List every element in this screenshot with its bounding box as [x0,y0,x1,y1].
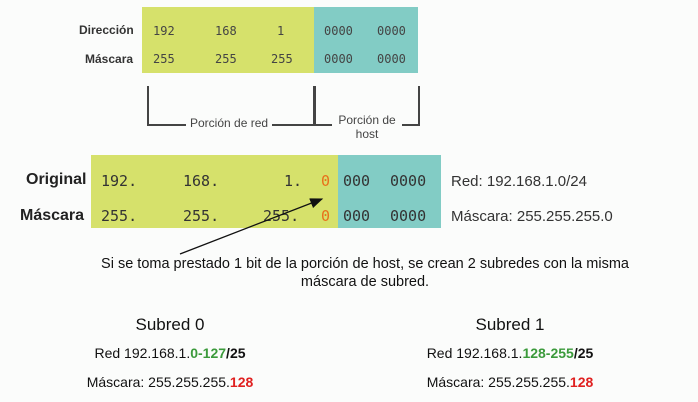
mid-row1-label: Original [26,171,87,188]
host-portion-label-line2: host [355,127,379,141]
top-row2-host1: 0000 [324,52,353,66]
mid-row1-octet3: 1. [284,172,303,190]
top-row1-label: Dirección [79,23,134,37]
mid-row2-host1: 000 [343,207,371,225]
mid-row1-host2: 0000 [390,172,427,190]
mid-row2-mask-info: Máscara: 255.255.255.0 [451,208,613,225]
borrow-note-line2: máscara de subred. [300,274,430,290]
subnet1-mask-last: 128 [569,374,594,390]
top-row1-octet3: 1 [277,24,285,38]
subnet0-cidr: 25 [229,345,246,361]
mid-table: Original Máscara 192. 168. 1. 0 000 0000… [0,150,698,232]
subnet1-slash: / [573,345,578,361]
borrow-note: Si se toma prestado 1 bit de la porción … [40,255,690,291]
subnet0-network-prefix: Red 192.168.1. [94,345,191,361]
subnet0-mask-last: 128 [229,374,254,390]
top-row1-host1: 0000 [324,24,353,38]
subnet1-mask: Máscara: 255.255.255.128 [360,374,660,390]
subnet0-title: Subred 0 [135,315,205,334]
subnet1-range: 128-255 [522,345,574,361]
top-host-portion [314,7,418,73]
host-portion-label-line1: Porción de [338,113,396,127]
top-row1-host2: 0000 [377,24,406,38]
mid-row2-label: Máscara [20,207,85,224]
borrow-note-line1: Si se toma prestado 1 bit de la porción … [101,256,629,272]
subnet1-network-prefix: Red 192.168.1. [426,345,523,361]
mid-host-portion [338,155,441,228]
top-row2-label: Máscara [85,52,134,66]
top-table: Dirección Máscara 192 168 1 0000 0000 25… [0,0,698,145]
top-row2-octet2: 255 [215,52,237,66]
arrow-line [179,198,324,255]
host-portion-label: Porción de host [332,113,402,141]
mid-row1-borrowed-bit: 0 [321,172,331,190]
mid-row1-octet2: 168. [183,172,220,190]
top-row2-octet1: 255 [153,52,175,66]
top-row2-octet3: 255 [271,52,293,66]
subnet0-mask-prefix: Máscara: 255.255.255. [86,374,230,390]
subnet1-cidr: 25 [577,345,594,361]
mid-network-portion [91,155,338,228]
subnet0-range: 0-127 [190,345,227,361]
subnet1-mask-prefix: Máscara: 255.255.255. [426,374,570,390]
mid-row2-host2: 0000 [390,207,427,225]
top-row2-host2: 0000 [377,52,406,66]
top-row1-octet2: 168 [215,24,237,38]
subnet1-title: Subred 1 [475,315,545,334]
top-network-portion [142,7,314,73]
subnet0-network: Red 192.168.1.0-127/25 [20,345,320,361]
subnet0-slash: / [226,345,230,361]
subnet0-mask: Máscara: 255.255.255.128 [20,374,320,390]
mid-row2-octet1: 255. [101,207,138,225]
subnet0-block: Subred 0 Red 192.168.1.0-127/25 Máscara:… [20,315,320,390]
mid-row2-octet2: 255. [183,207,220,225]
mid-row2-borrowed-bit: 0 [321,207,331,225]
subnet1-network: Red 192.168.1.128-255/25 [360,345,660,361]
mid-row1-octet1: 192. [101,172,138,190]
mid-row1-network-info: Red: 192.168.1.0/24 [451,173,587,190]
top-row1-octet1: 192 [153,24,175,38]
subnet1-block: Subred 1 Red 192.168.1.128-255/25 Máscar… [360,315,660,390]
net-portion-label: Porción de red [186,116,273,130]
mid-row1-host1: 000 [343,172,371,190]
